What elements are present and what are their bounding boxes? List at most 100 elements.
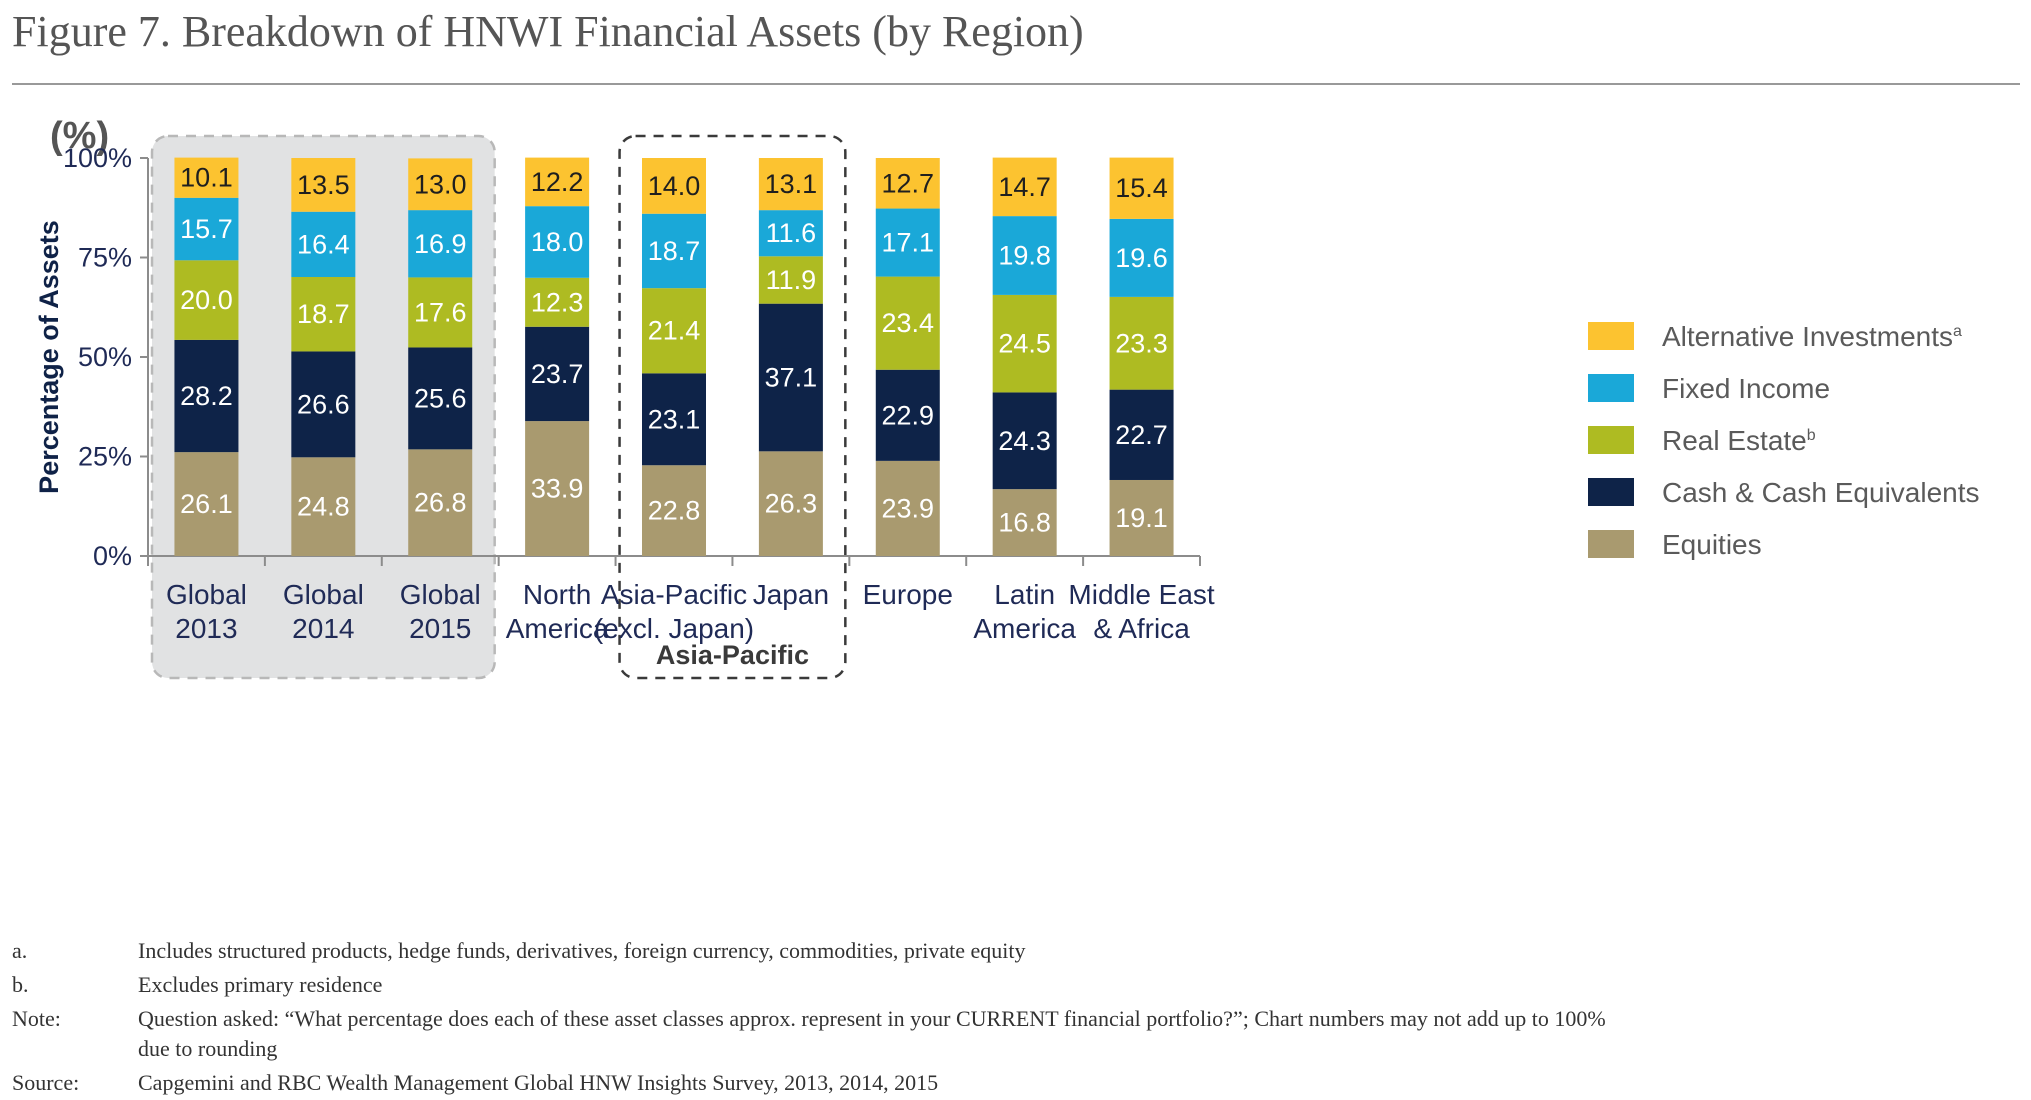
bar-segment xyxy=(642,288,706,374)
bar-segment xyxy=(758,451,823,556)
data-label: 23.9 xyxy=(881,493,934,523)
bar-segment xyxy=(875,460,940,556)
bar-segment xyxy=(408,347,473,450)
footnote-text: Capgemini and RBC Wealth Management Glob… xyxy=(138,1070,938,1095)
data-label: 22.9 xyxy=(881,400,934,430)
data-label: 19.6 xyxy=(1115,243,1168,273)
data-label: 23.3 xyxy=(1115,328,1168,358)
bar-segment xyxy=(408,449,473,556)
unit-label: (%) xyxy=(50,115,109,157)
footnote-text: due to rounding xyxy=(138,1036,277,1061)
data-label: 10.1 xyxy=(180,163,233,193)
data-label: 28.2 xyxy=(180,381,233,411)
legend-swatch xyxy=(1588,374,1634,402)
bar-segment xyxy=(875,158,940,209)
bar-segment xyxy=(174,339,239,453)
y-tick-label: 100% xyxy=(63,143,132,173)
bar-segment xyxy=(525,206,590,278)
y-tick-label: 50% xyxy=(78,342,132,372)
bar-segment xyxy=(291,351,356,458)
data-label: 18.7 xyxy=(297,299,350,329)
data-label: 13.5 xyxy=(297,170,350,200)
data-label: 24.3 xyxy=(998,426,1051,456)
bar-segment xyxy=(525,277,590,327)
y-tick-label: 0% xyxy=(93,541,132,571)
x-tick-label: North America xyxy=(506,579,609,644)
legend-label: Equities xyxy=(1662,529,1762,560)
bar-segment xyxy=(291,277,356,352)
bar-segment xyxy=(291,211,356,278)
legend: Alternative Investmentsa Fixed Income Real… xyxy=(1588,321,1980,560)
legend-swatch xyxy=(1588,426,1634,454)
data-label: 14.0 xyxy=(648,171,701,201)
data-label: 11.6 xyxy=(766,218,817,248)
bar-segment xyxy=(525,421,590,556)
data-label: 24.5 xyxy=(998,329,1051,359)
x-tick-label: Japan xyxy=(753,579,829,610)
bar-segment xyxy=(642,158,706,214)
data-label: 23.7 xyxy=(531,359,584,389)
x-tick-label: Asia-Pacific (excl. Japan) xyxy=(594,579,754,644)
data-label: 22.8 xyxy=(648,496,701,526)
x-tick-label: Middle East & Africa xyxy=(1068,579,1215,644)
data-label: 26.6 xyxy=(297,389,350,419)
bar-segment xyxy=(642,213,706,289)
bar-segment xyxy=(875,208,940,277)
bar-segment xyxy=(1109,389,1174,480)
data-label: 12.7 xyxy=(881,168,934,198)
bar-segment xyxy=(758,256,823,304)
bar-segment xyxy=(408,277,473,348)
data-label: 11.9 xyxy=(766,265,817,295)
bar-segment xyxy=(992,294,1057,393)
footnote-key: a. xyxy=(12,938,27,963)
y-tick-label: 75% xyxy=(78,243,132,273)
bar-segment xyxy=(291,158,356,212)
footnote-text: Question asked: “What percentage does ea… xyxy=(138,1006,1606,1031)
data-label: 14.7 xyxy=(998,172,1051,202)
footnote-key: Note: xyxy=(12,1006,61,1031)
bar-segment xyxy=(1109,296,1174,390)
bar-segment xyxy=(408,158,473,211)
legend-swatch xyxy=(1588,322,1634,350)
bar-segment xyxy=(758,158,823,211)
data-label: 16.9 xyxy=(414,229,467,259)
data-label: 25.6 xyxy=(414,383,467,413)
bar-segment xyxy=(992,157,1057,217)
data-label: 12.3 xyxy=(531,287,584,317)
bar-segment xyxy=(1109,479,1174,556)
legend-swatch xyxy=(1588,478,1634,506)
legend-label: Fixed Income xyxy=(1662,373,1830,404)
data-label: 17.1 xyxy=(881,228,934,258)
data-label: 26.3 xyxy=(765,489,818,519)
bar-segment xyxy=(758,303,823,452)
footnote-key: b. xyxy=(12,972,29,997)
data-label: 16.8 xyxy=(998,508,1051,538)
data-label: 17.6 xyxy=(414,297,467,327)
y-axis-label: Percentage of Assets xyxy=(34,220,64,494)
data-label: 37.1 xyxy=(765,362,818,392)
bar-segment xyxy=(174,260,239,340)
data-label: 21.4 xyxy=(648,316,701,346)
y-tick-label: 25% xyxy=(78,442,132,472)
data-label: 33.9 xyxy=(531,474,584,504)
legend-label: Alternative Investmentsa xyxy=(1662,321,1962,352)
footnotes: a. Includes structured products, hedge fu… xyxy=(12,938,1606,1095)
data-label: 19.8 xyxy=(998,241,1051,271)
x-tick-label: Global 2014 xyxy=(283,579,364,644)
data-label: 19.1 xyxy=(1115,503,1168,533)
data-label: 18.0 xyxy=(531,227,584,257)
footnote-text: Excludes primary residence xyxy=(138,972,382,997)
data-label: 16.4 xyxy=(297,229,350,259)
data-label: 13.0 xyxy=(414,169,467,199)
x-tick-label: Global 2015 xyxy=(400,579,481,644)
bar-segment xyxy=(642,465,706,556)
group-box-1 xyxy=(618,134,847,680)
x-tick-label: Europe xyxy=(863,579,953,610)
data-label: 18.7 xyxy=(648,236,701,266)
data-label: 15.7 xyxy=(180,214,233,244)
data-label: 26.1 xyxy=(180,489,233,519)
x-tick-label: Latin America xyxy=(973,579,1076,644)
bar-segment xyxy=(408,210,473,278)
bar-segment xyxy=(992,392,1057,490)
data-label: 26.8 xyxy=(414,488,467,518)
